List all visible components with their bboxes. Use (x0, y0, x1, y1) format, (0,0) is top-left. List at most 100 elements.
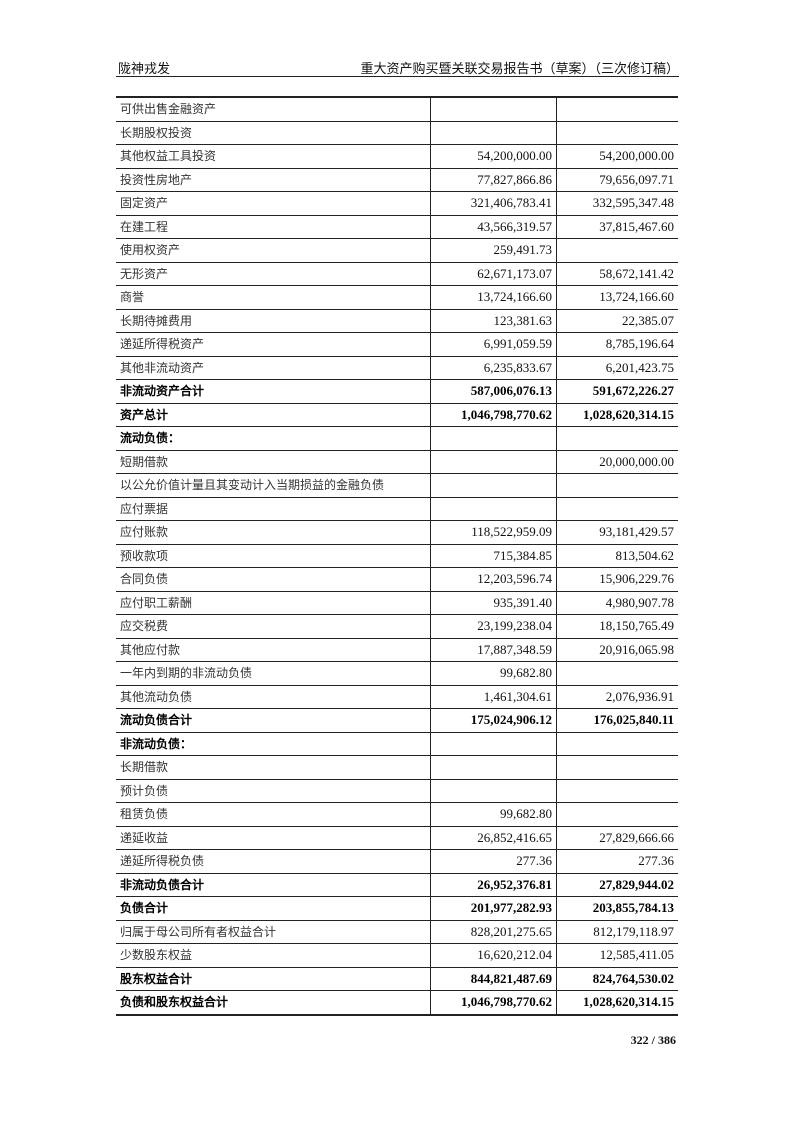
page-header: 陇神戎发 重大资产购买暨关联交易报告书（草案）（三次修订稿） (116, 56, 679, 77)
document-title: 重大资产购买暨关联交易报告书（草案）（三次修订稿） (360, 62, 679, 77)
row-label: 商誉 (116, 285, 431, 310)
row-value-current: 26,952,376.81 (430, 873, 557, 897)
table-row: 预计负债 (116, 779, 678, 803)
row-value-prior: 813,504.62 (556, 544, 678, 568)
row-value-current: 935,391.40 (430, 591, 557, 615)
row-value-current (430, 97, 557, 122)
table-row: 固定资产 321,406,783.41 332,595,347.48 (116, 191, 678, 216)
row-label: 应交税费 (116, 614, 431, 639)
row-label: 短期借款 (116, 450, 431, 474)
row-label: 递延所得税负债 (116, 849, 431, 874)
row-value-current: 62,671,173.07 (430, 262, 557, 286)
table-row: 短期借款 20,000,000.00 (116, 450, 678, 474)
row-label: 长期待摊费用 (116, 309, 431, 333)
table-row: 递延所得税资产 6,991,059.59 8,785,196.64 (116, 332, 678, 357)
row-label: 应付账款 (116, 520, 431, 545)
row-label: 非流动负债合计 (116, 873, 431, 897)
table-row: 其他流动负债 1,461,304.61 2,076,936.91 (116, 685, 678, 709)
table-row: 租赁负债 99,682.80 (116, 802, 678, 827)
row-value-prior: 79,656,097.71 (556, 168, 678, 192)
table-row: 应付账款 118,522,959.09 93,181,429.57 (116, 520, 678, 545)
table-row: 商誉 13,724,166.60 13,724,166.60 (116, 285, 678, 310)
row-value-prior: 1,028,620,314.15 (556, 990, 678, 1015)
row-value-current: 277.36 (430, 849, 557, 874)
table-row: 其他权益工具投资 54,200,000.00 54,200,000.00 (116, 144, 678, 169)
row-value-prior (556, 121, 678, 145)
row-label: 应付票据 (116, 497, 431, 521)
row-value-prior: 15,906,229.76 (556, 567, 678, 592)
row-value-current: 587,006,076.13 (430, 379, 557, 404)
table-row: 归属于母公司所有者权益合计 828,201,275.65 812,179,118.9… (116, 920, 678, 944)
row-label: 合同负债 (116, 567, 431, 592)
row-value-current (430, 732, 557, 756)
row-value-prior: 12,585,411.05 (556, 943, 678, 968)
row-value-current: 77,827,866.86 (430, 168, 557, 192)
row-value-prior: 6,201,423.75 (556, 356, 678, 380)
row-label: 一年内到期的非流动负债 (116, 661, 431, 686)
row-label: 其他非流动资产 (116, 356, 431, 380)
row-value-prior: 93,181,429.57 (556, 520, 678, 545)
row-value-current: 828,201,275.65 (430, 920, 557, 944)
row-label: 长期借款 (116, 755, 431, 780)
row-value-prior: 4,980,907.78 (556, 591, 678, 615)
row-value-prior: 277.36 (556, 849, 678, 874)
row-value-current (430, 755, 557, 780)
row-value-current (430, 779, 557, 803)
table-row: 递延收益 26,852,416.65 27,829,666.66 (116, 826, 678, 850)
row-value-prior: 27,829,944.02 (556, 873, 678, 897)
table-row: 长期股权投资 (116, 121, 678, 145)
row-value-current: 54,200,000.00 (430, 144, 557, 169)
row-value-current: 13,724,166.60 (430, 285, 557, 310)
row-value-prior (556, 661, 678, 686)
row-value-prior (556, 238, 678, 263)
row-value-prior: 2,076,936.91 (556, 685, 678, 709)
row-value-prior (556, 802, 678, 827)
row-value-current: 118,522,959.09 (430, 520, 557, 545)
table-row: 长期借款 (116, 755, 678, 780)
row-label: 其他流动负债 (116, 685, 431, 709)
row-label: 投资性房地产 (116, 168, 431, 192)
row-label: 递延收益 (116, 826, 431, 850)
table-row: 非流动负债合计 26,952,376.81 27,829,944.02 (116, 873, 678, 897)
company-name: 陇神戎发 (118, 62, 171, 77)
row-value-current (430, 473, 557, 498)
row-label: 预收款项 (116, 544, 431, 568)
table-row: 在建工程 43,566,319.57 37,815,467.60 (116, 215, 678, 239)
table-row: 无形资产 62,671,173.07 58,672,141.42 (116, 262, 678, 286)
row-label: 租赁负债 (116, 802, 431, 827)
row-value-prior: 591,672,226.27 (556, 379, 678, 404)
row-value-prior: 20,000,000.00 (556, 450, 678, 474)
table-row: 其他应付款 17,887,348.59 20,916,065.98 (116, 638, 678, 662)
row-label: 可供出售金融资产 (116, 97, 431, 122)
table-row: 应付职工薪酬 935,391.40 4,980,907.78 (116, 591, 678, 615)
table-row: 股东权益合计 844,821,487.69 824,764,530.02 (116, 967, 678, 991)
table-row: 应付票据 (116, 497, 678, 521)
row-label: 使用权资产 (116, 238, 431, 263)
row-value-prior: 58,672,141.42 (556, 262, 678, 286)
row-value-current (430, 426, 557, 451)
row-value-prior: 812,179,118.97 (556, 920, 678, 944)
row-value-current (430, 497, 557, 521)
table-row: 合同负债 12,203,596.74 15,906,229.76 (116, 567, 678, 592)
table-row: 长期待摊费用 123,381.63 22,385.07 (116, 309, 678, 333)
row-label: 递延所得税资产 (116, 332, 431, 357)
row-value-current: 844,821,487.69 (430, 967, 557, 991)
row-value-prior: 18,150,765.49 (556, 614, 678, 639)
row-value-prior: 1,028,620,314.15 (556, 403, 678, 427)
row-value-prior: 22,385.07 (556, 309, 678, 333)
row-value-current: 6,991,059.59 (430, 332, 557, 357)
table-row: 预收款项 715,384.85 813,504.62 (116, 544, 678, 568)
row-label: 无形资产 (116, 262, 431, 286)
row-value-current: 321,406,783.41 (430, 191, 557, 216)
row-label: 预计负债 (116, 779, 431, 803)
row-value-prior (556, 426, 678, 451)
balance-sheet-table: 可供出售金融资产 长期股权投资 其他权益工具投资 54,200,000.00 54,20… (116, 96, 678, 1016)
row-value-prior (556, 755, 678, 780)
row-label: 长期股权投资 (116, 121, 431, 145)
table-row: 使用权资产 259,491.73 (116, 238, 678, 263)
row-value-prior: 176,025,840.11 (556, 708, 678, 733)
row-value-current: 123,381.63 (430, 309, 557, 333)
row-label: 股东权益合计 (116, 967, 431, 991)
row-label: 非流动负债： (116, 732, 431, 756)
row-value-current: 43,566,319.57 (430, 215, 557, 239)
